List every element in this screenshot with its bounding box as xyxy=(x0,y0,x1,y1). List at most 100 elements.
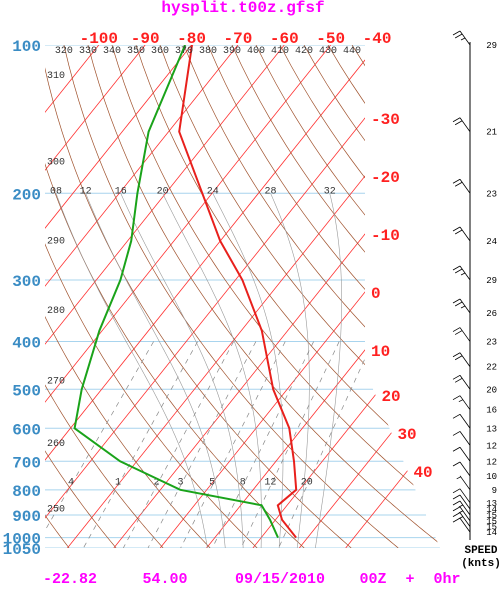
pressure-label: 300 xyxy=(12,273,41,291)
isotherm xyxy=(45,45,378,548)
temperature-label: -60 xyxy=(270,30,299,48)
wind-barb xyxy=(452,500,471,516)
wind-speed-label: 23 xyxy=(486,189,497,199)
mixing-ratio-label: 3 xyxy=(178,477,184,488)
wind-barb xyxy=(452,327,471,342)
wind-speed-label: 14 xyxy=(486,528,497,538)
footer-date: 09/15/2010 xyxy=(235,571,325,588)
wind-unit: (knts) xyxy=(461,558,501,570)
isotherm xyxy=(252,45,440,548)
profile-line xyxy=(178,45,298,539)
wind-barb xyxy=(452,461,471,477)
moist-adiabat xyxy=(85,193,226,548)
isotherm xyxy=(45,45,100,548)
wind-speed-label: 13 xyxy=(486,424,497,434)
wind-barb xyxy=(452,178,471,194)
isotherm xyxy=(45,45,192,548)
footer-lat: -22.82 xyxy=(43,571,97,588)
wind-barb xyxy=(452,117,471,132)
wind-barb xyxy=(452,506,471,522)
wind-speed-label: 24 xyxy=(486,237,497,247)
moist-adiabat-label: 28 xyxy=(265,186,277,197)
dry-adiabat xyxy=(111,45,440,548)
moist-adiabat xyxy=(55,193,208,548)
pressure-label: 500 xyxy=(12,382,41,400)
mixing-ratio-label: 5 xyxy=(209,477,215,488)
dry-adiabat xyxy=(45,45,117,548)
dry-adiabat-label: 270 xyxy=(47,376,65,387)
pressure-label: 600 xyxy=(12,421,41,439)
dry-adiabat-label: 250 xyxy=(47,504,65,515)
temperature-label: 0 xyxy=(371,285,381,303)
temperature-label: -20 xyxy=(371,169,400,187)
wind-speed-label: 12 xyxy=(486,457,497,467)
wind-speed-label: 13 xyxy=(486,499,497,509)
pressure-label: 700 xyxy=(12,454,41,472)
temperature-label: -30 xyxy=(371,111,400,129)
wind-speed-label: 10 xyxy=(486,472,497,482)
wind-speed-label: 20 xyxy=(486,385,497,395)
pressure-label: 200 xyxy=(12,186,41,204)
mixing-ratio-line xyxy=(180,341,286,548)
wind-barb xyxy=(452,413,471,429)
dry-adiabat-label: 320 xyxy=(55,46,73,57)
dry-adiabat-label: 430 xyxy=(319,46,337,57)
wind-barb xyxy=(452,488,471,504)
dry-adiabat-label: 440 xyxy=(343,46,361,57)
temperature-label: -80 xyxy=(177,30,206,48)
mixing-ratio-label: 2 xyxy=(154,477,160,488)
wind-speed-label: 16 xyxy=(486,406,497,416)
footer-forecast: 0hr xyxy=(433,571,460,588)
dry-adiabat-label: 400 xyxy=(247,46,265,57)
plot-area: 08 12 16 20 24 28 324 1 2 3 5 8 12 20 xyxy=(45,45,440,548)
temperature-label: 30 xyxy=(397,426,416,444)
temperature-label: 20 xyxy=(381,388,400,406)
isotherm xyxy=(45,45,146,548)
dry-adiabat xyxy=(303,45,440,548)
wind-speed-label: 15 xyxy=(486,517,497,527)
wind-barb xyxy=(456,475,471,491)
moist-adiabat xyxy=(162,193,262,548)
mixing-ratio-label: 8 xyxy=(240,477,246,488)
wind-speed-label: 15 xyxy=(486,511,497,521)
moist-adiabat xyxy=(120,193,244,548)
dry-adiabat xyxy=(159,45,440,548)
isotherm xyxy=(45,45,285,548)
wind-barb xyxy=(452,30,471,46)
dry-adiabat xyxy=(63,45,399,548)
wind-speed-label: 15 xyxy=(486,523,497,533)
dry-adiabat-label: 310 xyxy=(47,71,65,82)
wind-speed-label: 9 xyxy=(492,486,497,496)
mixing-ratio-line xyxy=(240,341,340,548)
wind-speed-label: 14 xyxy=(486,505,497,515)
dry-adiabat-label: 260 xyxy=(47,439,65,450)
temperature-label: -50 xyxy=(316,30,345,48)
isotherm xyxy=(298,45,440,548)
mixing-ratio-line xyxy=(147,341,257,548)
moist-adiabat xyxy=(270,193,310,548)
footer-plus: + xyxy=(405,571,414,588)
dry-adiabat-label: 370 xyxy=(175,46,193,57)
wind-barb xyxy=(452,298,471,314)
wind-barb xyxy=(452,431,471,446)
wind-barb xyxy=(452,265,471,281)
isotherm xyxy=(113,45,440,548)
dry-adiabat-label: 300 xyxy=(47,158,65,169)
wind-speed-label: 26 xyxy=(486,309,497,319)
dry-adiabat xyxy=(45,45,258,548)
moist-adiabat-label: 24 xyxy=(207,186,219,197)
footer-cycle: 00Z xyxy=(359,571,386,588)
dry-adiabat-label: 360 xyxy=(151,46,169,57)
dry-adiabat-label: 350 xyxy=(127,46,145,57)
wind-barb xyxy=(452,395,471,410)
wind-speed-label: 23 xyxy=(486,338,497,348)
footer-lon: 54.00 xyxy=(142,571,187,588)
isotherm xyxy=(45,45,331,548)
mixing-ratio-label: 12 xyxy=(264,477,276,488)
mixing-ratio-line xyxy=(278,341,374,548)
dry-adiabat xyxy=(135,45,440,548)
dry-adiabat-label: 410 xyxy=(271,46,289,57)
moist-adiabat-label: 16 xyxy=(115,186,127,197)
pressure-label: 900 xyxy=(12,508,41,526)
